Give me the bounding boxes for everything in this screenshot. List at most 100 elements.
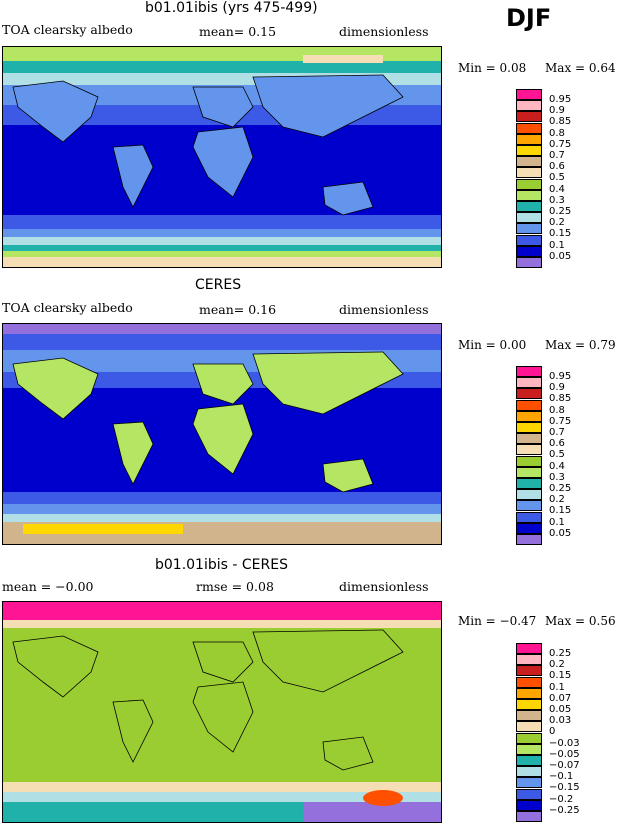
colorbar-label: 0.7 [549, 427, 565, 438]
colorbar-label: 0.1 [549, 516, 565, 528]
colorbar-label: 0.95 [549, 94, 572, 105]
panel3-rmse-label: rmse = 0.08 [196, 579, 274, 594]
colorbar-label: 0.05 [549, 527, 572, 539]
colorbar-label: 0.1 [549, 239, 565, 251]
panel2-min: Min = 0.00 [458, 338, 527, 352]
colorbar-label: −0.15 [549, 782, 580, 794]
colorbar-label: 0.05 [549, 250, 572, 262]
colorbar-label: 0.4 [549, 460, 565, 472]
colorbar-swatch [516, 643, 542, 654]
panel2-mean-label: mean= 0.16 [199, 302, 277, 317]
colorbar-swatch [516, 766, 542, 778]
panel1-min: Min = 0.08 [458, 61, 527, 75]
panel1-variable-label: TOA clearsky albedo [2, 22, 133, 37]
colorbar-label: 0.15 [549, 505, 572, 517]
colorbar-label: 0.4 [549, 183, 565, 195]
colorbar-swatch [516, 721, 542, 733]
colorbar-label: 0.3 [549, 194, 565, 206]
colorbar-label: 0.3 [549, 471, 565, 483]
colorbar-label: −0.1 [549, 771, 574, 783]
colorbar-swatch [516, 455, 542, 467]
colorbar-swatch [516, 388, 542, 400]
colorbar-swatch [516, 399, 542, 411]
panel3-max: Max = 0.56 [545, 614, 616, 628]
colorbar-swatch [516, 223, 542, 235]
colorbar-label: 0.85 [549, 116, 572, 128]
panel1-max: Max = 0.64 [545, 61, 616, 75]
panel3-map [2, 601, 442, 823]
colorbar-swatch [516, 788, 542, 800]
colorbar-swatch [516, 100, 542, 112]
colorbar-label: 0.05 [549, 704, 572, 715]
colorbar-swatch [516, 122, 542, 134]
colorbar-label: −0.03 [549, 737, 580, 749]
colorbar-label: 0.15 [549, 670, 572, 682]
colorbar-label: 0.25 [549, 648, 572, 659]
colorbar-label: −0.25 [549, 804, 580, 816]
colorbar-swatch [516, 654, 542, 666]
colorbar-swatch [516, 522, 542, 534]
colorbar-swatch [516, 687, 542, 699]
panel3-units-label: dimensionless [339, 579, 429, 594]
colorbar-label: 0.75 [549, 415, 572, 427]
panel2-max: Max = 0.79 [545, 338, 616, 352]
colorbar-label: 0.85 [549, 393, 572, 405]
colorbar-swatch [516, 676, 542, 688]
colorbar-label: 0.75 [549, 138, 572, 150]
colorbar-swatch [516, 410, 542, 422]
panel2-map [2, 323, 442, 545]
colorbar-label: 0 [549, 726, 556, 738]
colorbar-swatch [516, 799, 542, 811]
colorbar-swatch [516, 710, 542, 722]
colorbar-swatch [516, 777, 542, 789]
colorbar-swatch [516, 466, 542, 478]
colorbar-label: 0.7 [549, 150, 565, 161]
colorbar-label: −0.05 [549, 748, 580, 760]
colorbar-swatch [516, 743, 542, 755]
colorbar-swatch [516, 755, 542, 766]
colorbar-label: 0.8 [549, 404, 565, 416]
panel2-coastlines [12, 351, 404, 493]
colorbar-swatch [516, 145, 542, 156]
colorbar-swatch [516, 665, 542, 677]
colorbar-label: 0.07 [549, 692, 572, 704]
colorbar-swatch [516, 489, 542, 501]
colorbar-label: 0.8 [549, 127, 565, 139]
colorbar-label: 0.5 [549, 172, 565, 184]
colorbar-label: 0.03 [549, 715, 572, 727]
panel1-title: b01.01ibis (yrs 475-499) [145, 0, 318, 16]
panel3-mean-label: mean = −0.00 [2, 579, 94, 594]
colorbar-swatch [516, 156, 542, 168]
colorbar-label: −0.07 [549, 760, 580, 771]
colorbar-label: −0.2 [549, 793, 574, 805]
colorbar-swatch [516, 366, 542, 377]
colorbar-swatch [516, 511, 542, 523]
panel2-title: CERES [195, 277, 242, 293]
season-label: DJF [506, 4, 552, 32]
colorbar-swatch [516, 189, 542, 201]
colorbar-swatch [516, 167, 542, 179]
colorbar-swatch [516, 111, 542, 123]
colorbar-swatch [516, 257, 542, 268]
panel2-units-label: dimensionless [339, 302, 429, 317]
colorbar-swatch [516, 699, 542, 710]
colorbar-swatch [516, 811, 542, 822]
colorbar-swatch [516, 732, 542, 744]
colorbar-swatch [516, 212, 542, 224]
panel1-map [2, 46, 442, 268]
colorbar-swatch [516, 178, 542, 190]
colorbar-swatch [516, 500, 542, 512]
colorbar-label: 0.9 [549, 105, 565, 117]
colorbar-swatch [516, 534, 542, 545]
colorbar-swatch [516, 433, 542, 445]
panel3-coastlines [12, 629, 404, 771]
colorbar-label: 0.15 [549, 228, 572, 240]
colorbar-label: 0.2 [549, 494, 565, 506]
colorbar-swatch [516, 234, 542, 246]
colorbar-label: 0.25 [549, 483, 572, 494]
colorbar-swatch [516, 422, 542, 433]
colorbar-swatch [516, 245, 542, 257]
colorbar-label: 0.6 [549, 161, 565, 173]
colorbar-label: 0.6 [549, 438, 565, 450]
panel3-title: b01.01ibis - CERES [155, 557, 288, 573]
